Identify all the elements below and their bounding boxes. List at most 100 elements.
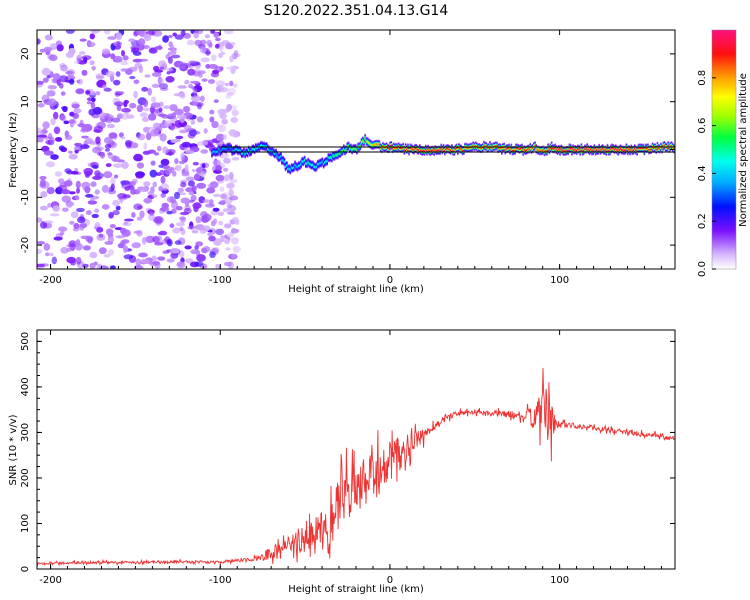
noise-speckle: [69, 78, 75, 85]
noise-speckle: [114, 101, 124, 107]
ridge-cell: [512, 149, 515, 152]
noise-speckle: [166, 71, 171, 75]
noise-speckle: [113, 163, 123, 169]
noise-speckle: [105, 119, 112, 124]
noise-speckle: [186, 39, 195, 46]
ridge-cell: [506, 147, 509, 150]
noise-speckle: [89, 33, 96, 40]
noise-speckle: [55, 137, 63, 142]
ridge-cell: [214, 151, 217, 154]
ridge-cell: [541, 149, 543, 152]
ridge-cell: [411, 148, 414, 151]
ridge-cell: [637, 147, 640, 150]
ridge-cell: [335, 154, 338, 156]
ridge-cell: [429, 150, 432, 153]
ridge-cell: [575, 149, 578, 152]
ridge-cell: [566, 149, 568, 152]
ridge-cell: [381, 147, 383, 150]
ridge-cell: [447, 147, 450, 150]
ridge-cell: [248, 149, 250, 152]
noise-speckle: [177, 187, 184, 193]
noise-speckle: [224, 30, 234, 35]
noise-speckle: [221, 199, 226, 206]
noise-speckle: [73, 223, 80, 229]
ridge-cell: [373, 143, 376, 146]
noise-speckle: [61, 195, 71, 203]
noise-speckle: [70, 171, 79, 175]
ridge-cell: [628, 148, 630, 151]
ridge-cell: [284, 165, 287, 168]
ridge-cell: [565, 150, 567, 153]
ridge-cell: [407, 147, 409, 149]
noise-speckle: [60, 231, 65, 236]
ridge-cell: [370, 143, 372, 146]
noise-speckle: [188, 60, 197, 64]
ridge-cell: [449, 149, 452, 152]
ridge-cell: [288, 167, 290, 170]
noise-speckle: [117, 193, 127, 199]
ridge-cell: [453, 150, 456, 153]
ridge-cell: [363, 141, 365, 143]
ridge-cell: [425, 148, 427, 151]
ridge-cell: [528, 148, 530, 150]
noise-speckle: [133, 264, 144, 269]
ridge-cell: [495, 145, 497, 147]
noise-speckle: [183, 106, 191, 113]
noise-speckle: [103, 30, 111, 35]
noise-speckle: [140, 259, 151, 264]
noise-speckle: [37, 80, 44, 85]
noise-speckle: [154, 241, 164, 246]
noise-speckle: [58, 145, 65, 151]
x-tick-label: -200: [39, 275, 62, 286]
ridge-cell: [622, 149, 624, 151]
ridge-cell: [467, 146, 470, 149]
ridge-cell: [377, 143, 380, 146]
noise-speckle: [208, 235, 216, 242]
ridge-cell: [668, 147, 671, 150]
noise-speckle: [159, 133, 167, 142]
ridge-cell: [281, 159, 283, 162]
ridge-cell: [375, 143, 377, 146]
ridge-cell: [558, 148, 560, 151]
noise-speckle: [213, 238, 222, 246]
noise-speckle: [147, 87, 152, 96]
ridge-cell: [376, 143, 378, 146]
noise-speckle: [215, 133, 225, 142]
ridge-cell: [350, 147, 352, 149]
noise-speckle: [113, 174, 119, 179]
ridge-cell: [390, 144, 393, 147]
ridge-cell: [613, 148, 616, 151]
noise-speckle: [124, 186, 131, 191]
noise-speckle: [143, 181, 151, 187]
noise-speckle: [137, 133, 146, 141]
noise-speckle: [158, 230, 168, 236]
ridge-cell: [236, 148, 238, 151]
ridge-cell: [359, 145, 362, 147]
ridge-cell: [599, 149, 602, 152]
ridge-cell: [439, 149, 441, 152]
noise-speckle: [92, 175, 102, 180]
ridge-cell: [276, 154, 279, 157]
noise-speckle: [209, 251, 216, 259]
noise-speckle: [103, 254, 111, 258]
noise-speckle: [47, 203, 52, 208]
noise-speckle: [47, 85, 57, 90]
noise-speckle: [85, 194, 94, 198]
noise-speckle: [53, 126, 61, 135]
ridge-cell: [505, 147, 508, 150]
noise-speckle: [202, 199, 211, 204]
ridge-cell: [305, 162, 307, 165]
colorbar-tick-label: 0.2: [697, 213, 708, 229]
noise-speckle: [170, 247, 180, 254]
ridge-cell: [331, 157, 333, 159]
noise-speckle: [143, 197, 153, 204]
ridge-cell: [389, 145, 391, 147]
noise-speckle: [188, 83, 193, 89]
ridge-cell: [547, 146, 549, 149]
noise-speckle: [224, 82, 230, 87]
ridge-cell: [422, 149, 425, 152]
noise-speckle: [168, 166, 175, 174]
ridge-cell: [225, 148, 227, 150]
y-tick-label: 400: [20, 377, 31, 396]
ridge-cell: [673, 148, 675, 150]
